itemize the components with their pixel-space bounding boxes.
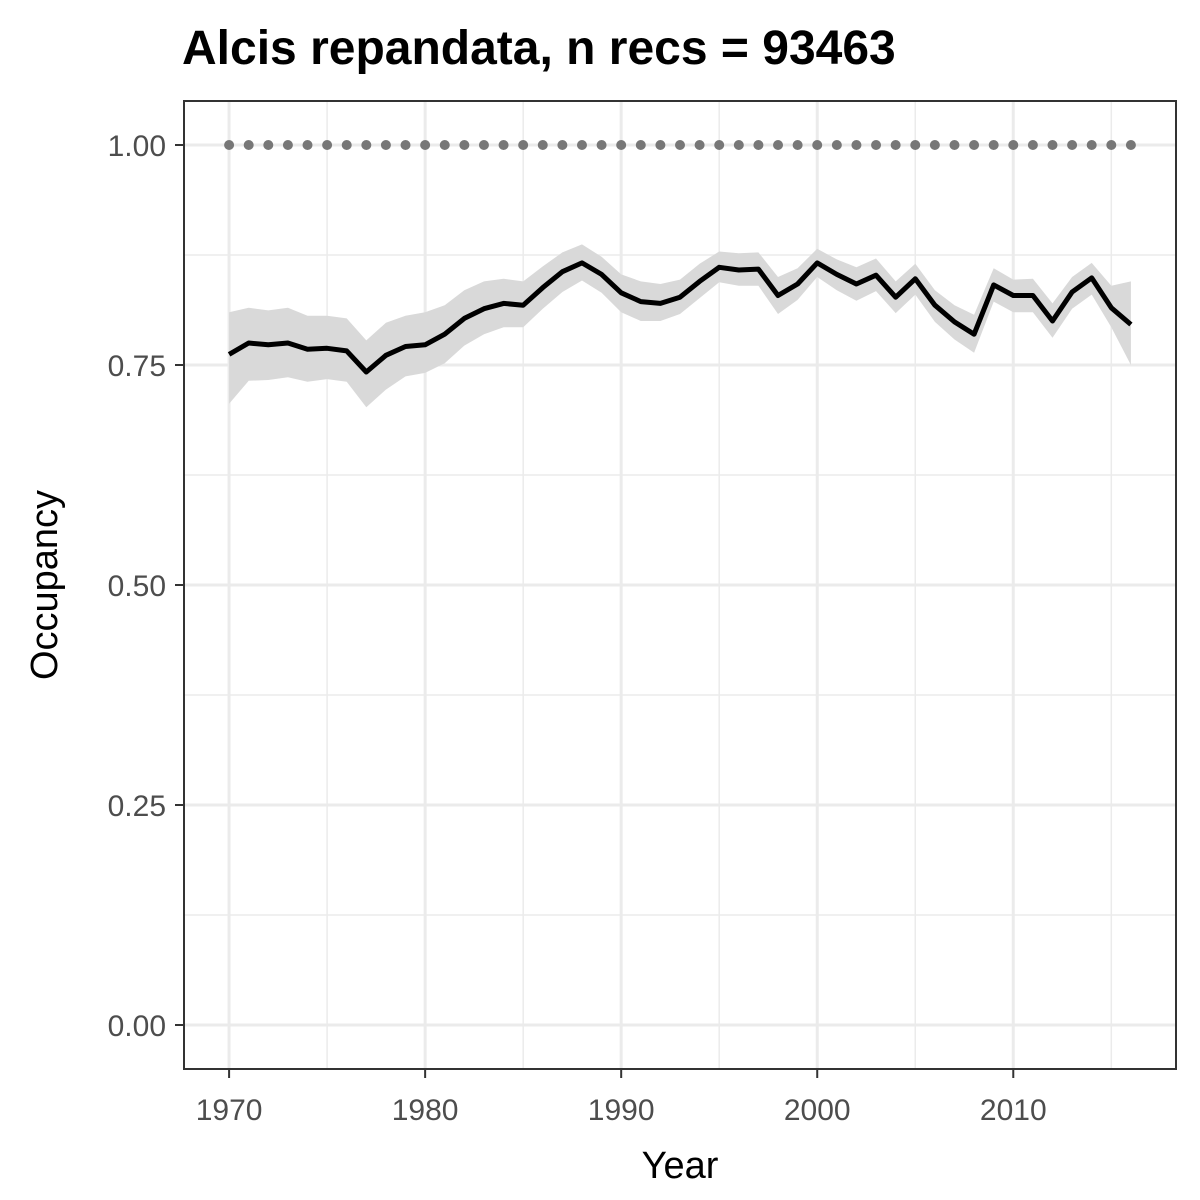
reference-point (596, 140, 607, 150)
reference-point (361, 140, 372, 150)
reference-point (459, 140, 470, 150)
reference-point (1086, 140, 1097, 150)
reference-points-layer (224, 140, 1136, 150)
reference-point (851, 140, 862, 150)
reference-point (694, 140, 705, 150)
reference-point (1106, 140, 1117, 150)
y-axis-ticks: 0.00 0.25 0.50 0.75 1.00 (108, 130, 184, 1043)
reference-point (282, 140, 293, 150)
reference-point (1067, 140, 1078, 150)
occupancy-series-line (227, 260, 1133, 375)
reference-point (498, 140, 509, 150)
reference-point (655, 140, 666, 150)
reference-point (518, 140, 529, 150)
y-tick-label: 1.00 (108, 130, 166, 163)
reference-point (949, 140, 960, 150)
reference-point (1027, 140, 1038, 150)
x-tick-label: 1990 (588, 1094, 655, 1127)
reference-point (224, 140, 235, 150)
reference-point (910, 140, 921, 150)
reference-point (400, 140, 411, 150)
reference-point (439, 140, 450, 150)
x-axis-ticks: 1970 1980 1990 2000 2010 (196, 1069, 1047, 1127)
confidence-ribbon (229, 244, 1131, 408)
reference-point (831, 140, 842, 150)
reference-point (890, 140, 901, 150)
x-tick-label: 1980 (392, 1094, 459, 1127)
y-tick-label: 0.75 (108, 350, 166, 383)
reference-point (792, 140, 803, 150)
reference-point (714, 140, 725, 150)
reference-point (576, 140, 587, 150)
chart-title: Alcis repandata, n recs = 93463 (182, 22, 896, 75)
y-tick-label: 0.00 (108, 1010, 166, 1043)
reference-point (420, 140, 431, 150)
reference-point (557, 140, 568, 150)
reference-point (322, 140, 333, 150)
y-tick-label: 0.25 (108, 790, 166, 823)
reference-point (1008, 140, 1019, 150)
x-tick-label: 1970 (196, 1094, 263, 1127)
reference-point (616, 140, 627, 150)
confidence-ribbon-layer (229, 244, 1131, 408)
reference-point (478, 140, 489, 150)
x-tick-label: 2000 (784, 1094, 851, 1127)
x-tick-label: 2010 (980, 1094, 1047, 1127)
reference-point (302, 140, 313, 150)
reference-point (341, 140, 352, 150)
x-axis-title: Year (642, 1145, 719, 1187)
reference-point (537, 140, 548, 150)
reference-point (812, 140, 823, 150)
reference-point (635, 140, 646, 150)
reference-point (871, 140, 882, 150)
reference-point (969, 140, 980, 150)
grid-lines (184, 101, 1176, 1069)
reference-point (733, 140, 744, 150)
reference-point (1047, 140, 1058, 150)
reference-point (988, 140, 999, 150)
reference-point (263, 140, 274, 150)
reference-point (675, 140, 685, 150)
series-line-layer (227, 260, 1133, 375)
y-axis-title: Occupancy (24, 490, 66, 680)
reference-point (929, 140, 940, 150)
reference-point (243, 140, 254, 150)
reference-point (1125, 140, 1136, 150)
reference-point (380, 140, 391, 150)
y-tick-label: 0.50 (108, 570, 166, 603)
reference-point (753, 140, 764, 150)
reference-point (773, 140, 784, 150)
